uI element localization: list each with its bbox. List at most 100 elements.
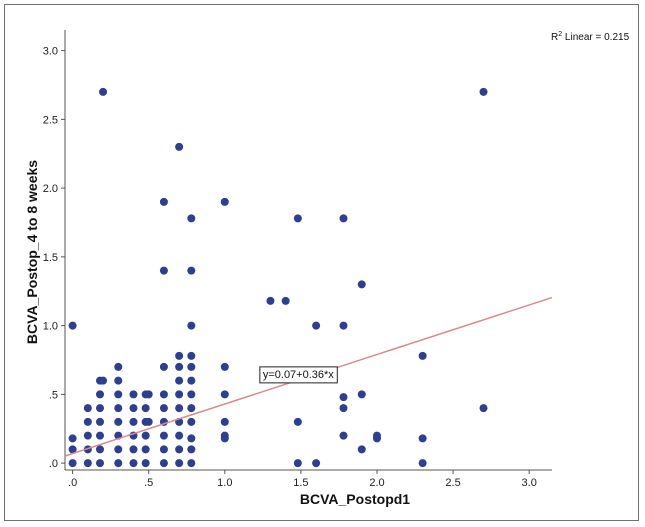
data-point (293, 214, 302, 223)
data-point (187, 434, 196, 443)
data-point (293, 459, 302, 468)
y-tick-label: 1.5 (43, 252, 58, 264)
data-point (220, 431, 229, 440)
x-tick-label: 3.0 (522, 477, 537, 489)
data-point (418, 434, 427, 443)
data-point (175, 459, 184, 468)
chart-frame (4, 4, 639, 521)
data-point (83, 417, 92, 426)
data-point (175, 404, 184, 413)
y-tick-label: 2.0 (43, 183, 58, 195)
data-point (114, 376, 123, 385)
fit-equation-box (259, 366, 338, 384)
data-point (175, 142, 184, 151)
y-tick-label: 3.0 (43, 46, 58, 58)
data-point (144, 390, 153, 399)
x-tick-label: 1.5 (293, 477, 308, 489)
x-tick-label: .5 (144, 477, 153, 489)
data-point (96, 445, 105, 454)
data-points (68, 87, 488, 468)
data-point (114, 404, 123, 413)
data-point (129, 445, 138, 454)
data-point (141, 459, 150, 468)
data-point (114, 445, 123, 454)
data-point (96, 431, 105, 440)
data-point (187, 362, 196, 371)
data-point (266, 296, 275, 305)
data-point (187, 445, 196, 454)
data-point (96, 417, 105, 426)
data-point (312, 459, 321, 468)
data-point (96, 459, 105, 468)
data-point (220, 197, 229, 206)
data-point (187, 351, 196, 360)
data-point (129, 390, 138, 399)
data-point (96, 404, 105, 413)
fit-line-group: y=0.07+0.36*x (64, 296, 553, 457)
data-point (114, 390, 123, 399)
r2-annotation: R2 Linear = 0.215 (551, 31, 630, 43)
data-point (159, 266, 168, 275)
data-point (114, 459, 123, 468)
data-point (357, 390, 366, 399)
data-point (281, 296, 290, 305)
data-point (339, 393, 348, 402)
data-point (418, 459, 427, 468)
data-point (68, 459, 77, 468)
ticks: .0 .5 1.0 1.5 2.0 2.5 3.0 .0 .5 1.0 1.5 2.0 2.5 3.0 (43, 46, 537, 489)
data-point (187, 404, 196, 413)
data-point (99, 87, 108, 96)
x-axis-title: BCVA_Postopd1 (300, 491, 410, 507)
data-point (187, 390, 196, 399)
data-point (187, 376, 196, 385)
data-point (159, 459, 168, 468)
r2-superscript: 2 (558, 31, 562, 38)
fit-equation-label: y=0.07+0.36*x (263, 369, 334, 381)
y-axis-title: BCVA_Postop_4 to 8 weeks (24, 160, 40, 344)
data-point (187, 321, 196, 330)
data-point (175, 390, 184, 399)
data-point (159, 445, 168, 454)
x-tick-label: .0 (68, 477, 77, 489)
data-point (187, 417, 196, 426)
data-point (68, 434, 77, 443)
data-point (187, 459, 196, 468)
data-point (99, 376, 108, 385)
data-point (129, 417, 138, 426)
data-point (114, 417, 123, 426)
data-point (83, 431, 92, 440)
data-point (187, 214, 196, 223)
data-point (220, 390, 229, 399)
data-point (68, 445, 77, 454)
axes (64, 30, 552, 471)
data-point (114, 362, 123, 371)
data-point (339, 404, 348, 413)
y-tick-label: 1.0 (43, 321, 58, 333)
data-point (220, 417, 229, 426)
data-point (159, 362, 168, 371)
data-point (129, 459, 138, 468)
x-tick-label: 2.0 (369, 477, 384, 489)
data-point (96, 390, 105, 399)
data-point (83, 459, 92, 468)
x-tick-label: 2.5 (445, 477, 460, 489)
data-point (339, 321, 348, 330)
data-point (141, 445, 150, 454)
data-point (159, 197, 168, 206)
data-point (339, 431, 348, 440)
x-tick-label: 1.0 (217, 477, 232, 489)
data-point (418, 351, 427, 360)
data-point (357, 445, 366, 454)
data-point (339, 214, 348, 223)
data-point (129, 404, 138, 413)
y-tick-label: .0 (49, 458, 58, 470)
r2-r: R (551, 32, 558, 43)
data-point (144, 417, 153, 426)
data-point (159, 431, 168, 440)
data-point (220, 362, 229, 371)
data-point (175, 362, 184, 371)
data-point (372, 431, 381, 440)
data-point (312, 321, 321, 330)
data-point (479, 87, 488, 96)
